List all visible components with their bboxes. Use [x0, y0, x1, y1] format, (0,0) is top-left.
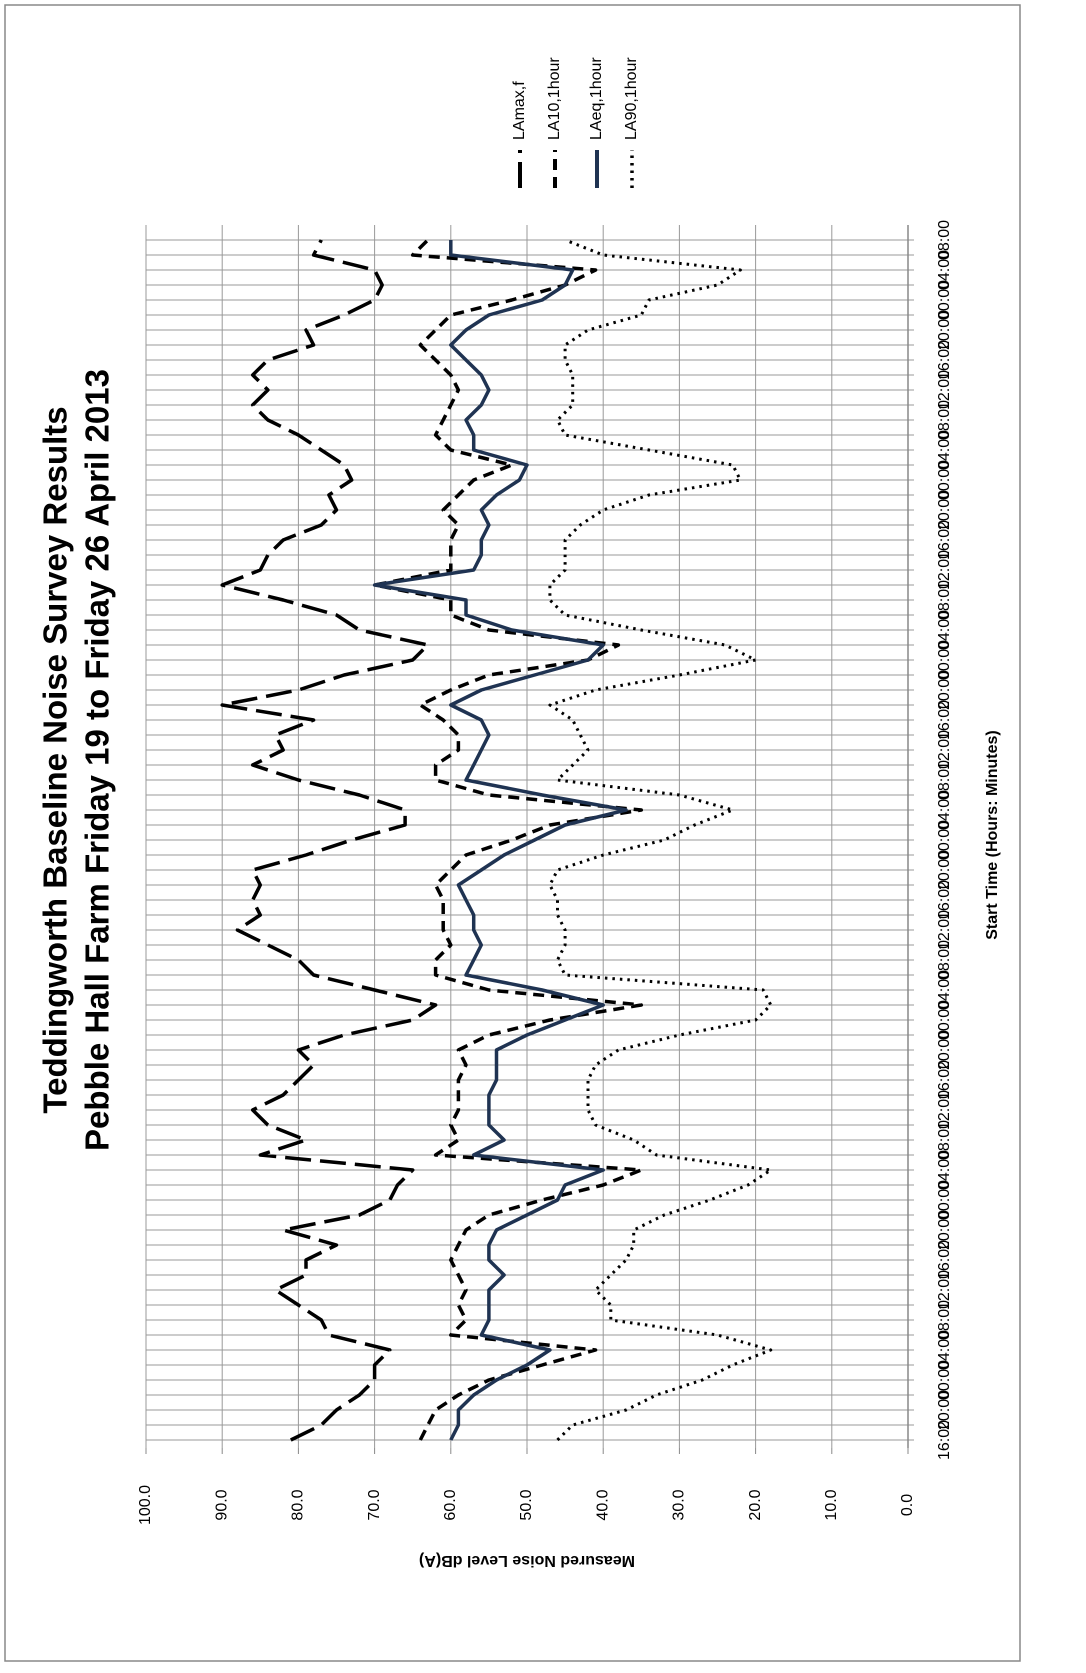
y-tick-label: 80.0 — [290, 1489, 307, 1520]
legend-label: LAeq,1hour — [588, 57, 605, 140]
x-tick-label: 20:00 — [936, 490, 953, 530]
x-tick-label: 16:00 — [936, 700, 953, 740]
x-tick-label: 12:00 — [936, 730, 953, 770]
x-tick-label: 04:00 — [936, 970, 953, 1010]
legend-label: LAmax,f — [511, 81, 528, 140]
x-tick-label: 08:00 — [936, 220, 953, 260]
x-tick-label: 04:00 — [936, 610, 953, 650]
x-tick-label: 00:00 — [936, 460, 953, 500]
x-tick-label: 20:00 — [936, 1030, 953, 1070]
x-tick-label: 00:00 — [936, 1360, 953, 1400]
x-tick-label: 04:00 — [936, 1330, 953, 1370]
y-tick-label: 90.0 — [213, 1489, 230, 1520]
y-axis-title: Measured Noise Level dB(A) — [419, 1552, 635, 1569]
x-tick-label: 16:00 — [936, 340, 953, 380]
x-tick-label: 16:00 — [936, 880, 953, 920]
x-tick-label: 20:00 — [936, 1390, 953, 1430]
x-tick-label: 04:00 — [936, 790, 953, 830]
y-tick-label: 30.0 — [671, 1489, 688, 1520]
x-tick-label: 20:00 — [936, 670, 953, 710]
y-tick-label: 70.0 — [366, 1489, 383, 1520]
x-tick-label: 16:00 — [936, 1420, 953, 1460]
x-tick-label: 16:00 — [936, 1240, 953, 1280]
x-tick-label: 00:00 — [936, 1180, 953, 1220]
chart-title: Teddingworth Baseline Noise Survey Resul… — [37, 406, 74, 1113]
x-tick-label: 16:00 — [936, 520, 953, 560]
x-tick-label: 08:00 — [936, 580, 953, 620]
y-tick-label: 60.0 — [442, 1489, 459, 1520]
x-tick-label: 04:00 — [936, 1150, 953, 1190]
y-tick-label: 40.0 — [594, 1489, 611, 1520]
x-tick-label: 04:00 — [936, 250, 953, 290]
x-axis-title: Start Time (Hours: Minutes) — [984, 730, 1001, 940]
legend-label: LA10,1hour — [546, 57, 563, 140]
x-tick-label: 00:00 — [936, 1000, 953, 1040]
x-tick-label: 12:00 — [936, 910, 953, 950]
x-tick-label: 08:00 — [936, 1120, 953, 1160]
x-tick-label: 20:00 — [936, 1210, 953, 1250]
x-tick-label: 12:00 — [936, 1090, 953, 1130]
x-tick-label: 04:00 — [936, 430, 953, 470]
chart-border — [4, 4, 1021, 1662]
chart-subtitle: Pebble Hall Farm Friday 19 to Friday 26 … — [79, 369, 116, 1151]
x-tick-label: 12:00 — [936, 370, 953, 410]
y-tick-label: 20.0 — [747, 1489, 764, 1520]
y-tick-label: 0.0 — [899, 1494, 916, 1516]
x-tick-label: 08:00 — [936, 1300, 953, 1340]
x-tick-label: 08:00 — [936, 940, 953, 980]
series-line — [220, 239, 438, 1442]
x-tick-label: 00:00 — [936, 820, 953, 860]
x-tick-label: 00:00 — [936, 280, 953, 320]
x-tick-label: 08:00 — [936, 400, 953, 440]
y-tick-label: 100.0 — [137, 1485, 154, 1525]
series-line — [372, 240, 628, 1441]
x-tick-label: 08:00 — [936, 760, 953, 800]
x-tick-label: 20:00 — [936, 850, 953, 890]
x-tick-label: 12:00 — [936, 1270, 953, 1310]
y-tick-label: 50.0 — [518, 1489, 535, 1520]
y-tick-label: 10.0 — [823, 1489, 840, 1520]
x-tick-label: 00:00 — [936, 640, 953, 680]
x-tick-label: 20:00 — [936, 310, 953, 350]
legend-label: LA90,1hour — [623, 57, 640, 140]
x-tick-label: 12:00 — [936, 550, 953, 590]
x-tick-label: 16:00 — [936, 1060, 953, 1100]
